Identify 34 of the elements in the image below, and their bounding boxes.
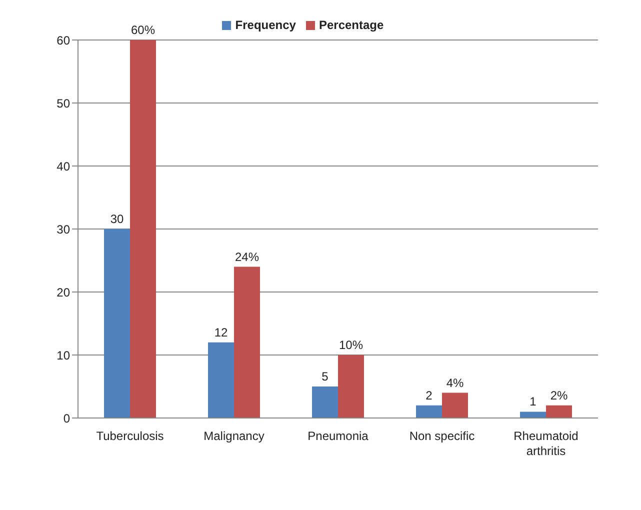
bar	[104, 229, 130, 418]
bar	[442, 392, 468, 418]
x-tick-label: Malignancy	[204, 429, 264, 443]
bar	[130, 40, 156, 418]
data-label: 4%	[446, 376, 464, 390]
data-label: 1	[530, 394, 537, 409]
data-label: 2	[426, 388, 433, 402]
y-tick-label: 10	[56, 348, 70, 362]
data-label: 24%	[234, 250, 260, 264]
y-tick-label: 30	[56, 222, 70, 236]
y-tick-label: 60	[56, 33, 70, 48]
legend-label: Frequency	[235, 18, 296, 32]
data-label: 2%	[550, 388, 568, 402]
y-tick-label: 0	[63, 411, 70, 426]
bar	[312, 386, 338, 418]
y-tick-label: 20	[56, 285, 70, 300]
data-label: 30	[110, 212, 124, 226]
bar	[208, 342, 234, 418]
bar	[520, 412, 546, 418]
data-label: 12	[214, 325, 228, 340]
data-label: 5	[322, 370, 329, 384]
legend-label: Percentage	[318, 18, 384, 32]
y-tick-label: 40	[56, 159, 70, 174]
bar	[546, 405, 572, 418]
x-tick-label: Pneumonia	[308, 429, 369, 443]
x-tick-label: Non specific	[409, 429, 475, 443]
bar	[338, 355, 364, 418]
y-tick-label: 50	[56, 96, 70, 110]
bar	[416, 405, 442, 418]
x-tick-label: Tuberculosis	[96, 429, 164, 443]
data-label: 60%	[130, 23, 156, 37]
data-label: 10%	[338, 338, 364, 352]
bar	[234, 266, 260, 418]
x-tick-label: Rheumatoid arthritis	[514, 429, 578, 458]
